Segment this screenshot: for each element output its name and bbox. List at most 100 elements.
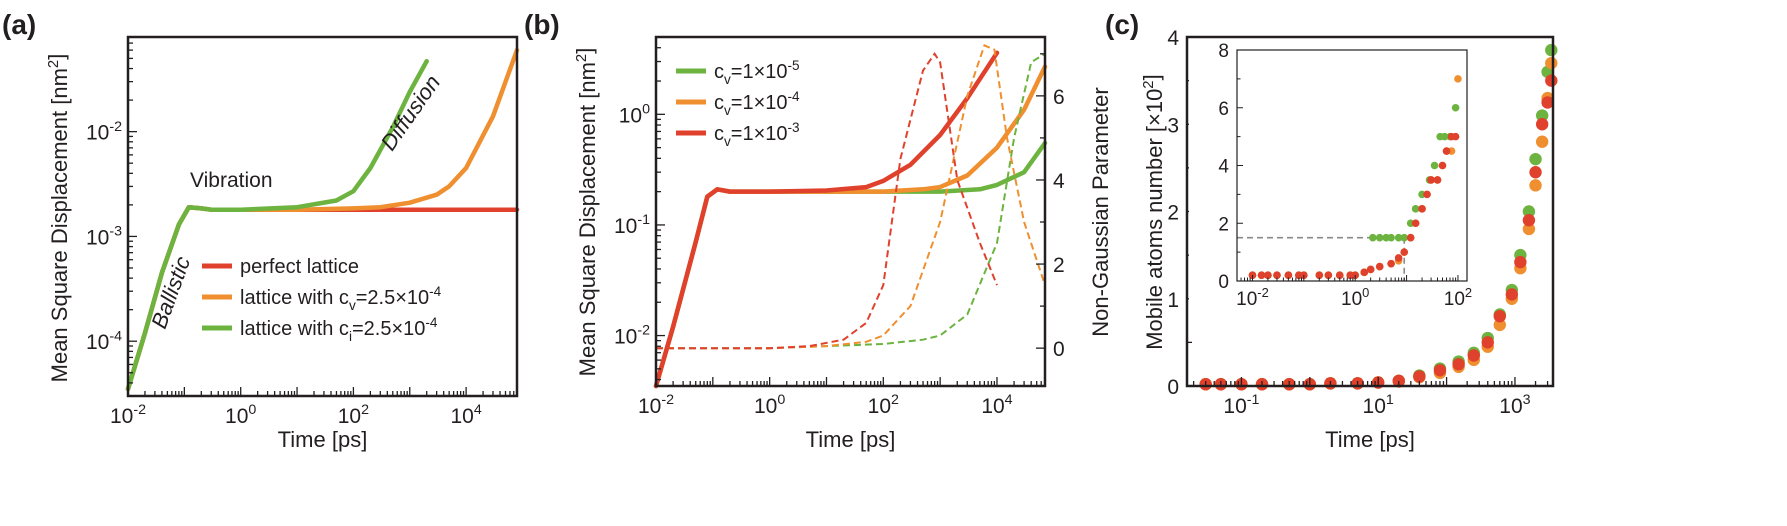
scatter-point-green xyxy=(1529,152,1542,166)
scatter-point-red xyxy=(1452,357,1465,371)
inset-point-green xyxy=(1375,233,1384,242)
y-tick-label: 3 xyxy=(1167,114,1179,137)
inset-point-green xyxy=(1400,233,1409,242)
inset-point-red xyxy=(1366,265,1375,274)
ngp-line-orange xyxy=(656,44,1046,350)
scatter-point-red xyxy=(1413,370,1426,383)
legend-label: lattice with cv=2.5×10-4 xyxy=(240,284,442,313)
inset-y-tick-label: 8 xyxy=(1218,41,1229,62)
inset-point-red xyxy=(1264,271,1272,280)
annotation-vibration: Vibration xyxy=(190,169,273,192)
panel-label: (b) xyxy=(524,9,560,40)
inset-point-red xyxy=(1335,271,1344,280)
inset-point-red xyxy=(1315,271,1324,280)
inset-point-red xyxy=(1438,161,1447,170)
y-tick-label: 10-2 xyxy=(614,323,650,349)
y-tick-label: 2 xyxy=(1167,202,1179,225)
y2-tick-label: 4 xyxy=(1053,170,1065,193)
y-tick-label: 100 xyxy=(619,102,650,128)
inset-point-red xyxy=(1411,219,1420,228)
inset-y-tick-label: 2 xyxy=(1218,214,1229,235)
scatter-point-orange xyxy=(1545,56,1558,70)
ngp-line-red xyxy=(656,52,998,350)
plot-frame-a xyxy=(126,35,519,398)
scatter-point-green xyxy=(1522,205,1536,218)
inset-point-red xyxy=(1284,271,1293,280)
legend-label: cv=1×10-5 xyxy=(714,58,800,87)
scatter-point-red xyxy=(1493,310,1506,323)
y-tick-label: 10-4 xyxy=(86,328,122,354)
inset-x-tick-label: 10-2 xyxy=(1236,285,1269,310)
x-axis-label: Time [ps] xyxy=(1325,427,1415,452)
x-tick-label: 100 xyxy=(225,402,256,428)
inset-point-red xyxy=(1273,271,1281,280)
inset-point-green xyxy=(1440,132,1449,141)
inset-point-green xyxy=(1451,103,1460,112)
scatter-point-red xyxy=(1505,288,1519,301)
scatter-point-orange xyxy=(1493,318,1506,332)
y-tick-label: 1 xyxy=(1167,289,1179,312)
y2-tick-label: 6 xyxy=(1053,86,1065,109)
ngp-line-green xyxy=(656,52,1046,350)
x-tick-label: 102 xyxy=(338,402,369,428)
inset-point-red xyxy=(1375,262,1384,271)
x-tick-label: 10-2 xyxy=(110,402,146,428)
inset-y-tick-label: 6 xyxy=(1218,99,1229,120)
x-axis-label: Time [ps] xyxy=(278,427,368,452)
legend-label: lattice with ci=2.5×10-4 xyxy=(240,315,438,344)
y-axis-label: Mean Square Displacement [nm2] xyxy=(572,48,600,377)
scatter-point-red xyxy=(1467,349,1480,362)
panel-label: (c) xyxy=(1105,9,1139,40)
inset-point-red xyxy=(1394,254,1403,262)
inset-x-tick-label: 102 xyxy=(1444,285,1472,310)
scatter-point-red xyxy=(1545,74,1558,87)
x-tick-label: 103 xyxy=(1499,392,1530,418)
inset-point-red xyxy=(1360,268,1369,277)
inset-point-red xyxy=(1400,248,1409,256)
inset-point-red xyxy=(1427,176,1435,184)
y-tick-label: 10-3 xyxy=(86,224,122,250)
scatter-point-red xyxy=(1541,96,1554,109)
inset-y-tick-label: 0 xyxy=(1218,272,1229,293)
inset-point-green xyxy=(1411,205,1420,213)
inset-point-red xyxy=(1387,259,1395,268)
x-tick-label: 104 xyxy=(450,402,481,428)
msd-line-orange xyxy=(653,64,1048,389)
y-tick-label: 4 xyxy=(1167,27,1179,50)
inset-point-red xyxy=(1324,271,1333,280)
inset-point-red xyxy=(1433,176,1442,184)
scatter-point-orange xyxy=(1522,222,1536,236)
scatter-point-green xyxy=(1545,43,1558,57)
scatter-point-red xyxy=(1535,118,1549,131)
inset-point-green xyxy=(1430,161,1439,170)
annotation-ballistic: Ballistic xyxy=(146,253,195,332)
inset-point-red xyxy=(1418,205,1426,213)
inset-x-tick-label: 100 xyxy=(1341,285,1369,310)
y2-tick-label: 2 xyxy=(1053,254,1065,277)
legend-label: cv=1×10-4 xyxy=(714,89,800,118)
inset-y-tick-label: 4 xyxy=(1218,157,1229,178)
x-tick-label: 101 xyxy=(1363,392,1394,418)
scatter-point-red xyxy=(1529,166,1542,179)
scatter-point-orange xyxy=(1529,179,1542,192)
x-tick-label: 102 xyxy=(868,392,899,418)
msd-line-red xyxy=(653,50,1000,389)
x-tick-label: 104 xyxy=(981,392,1012,418)
inset-point-red xyxy=(1423,190,1431,199)
x-tick-label: 100 xyxy=(754,392,785,418)
y-axis-label: Mobile atoms number [×102] xyxy=(1139,74,1167,350)
y-tick-label: 0 xyxy=(1167,376,1179,399)
series-line-green xyxy=(125,58,429,392)
inset-point-red xyxy=(1257,271,1266,280)
scatter-point-green xyxy=(1535,109,1549,122)
y-tick-label: 10-1 xyxy=(614,212,650,238)
x-tick-label: 10-2 xyxy=(638,392,674,418)
scatter-point-red xyxy=(1392,374,1405,387)
inset-point-orange xyxy=(1454,75,1462,83)
y2-tick-label: 0 xyxy=(1053,338,1065,361)
legend-label: perfect lattice xyxy=(240,256,359,278)
inset-point-red xyxy=(1451,132,1460,141)
scatter-point-red xyxy=(1481,336,1494,349)
x-axis-label: Time [ps] xyxy=(806,427,896,452)
